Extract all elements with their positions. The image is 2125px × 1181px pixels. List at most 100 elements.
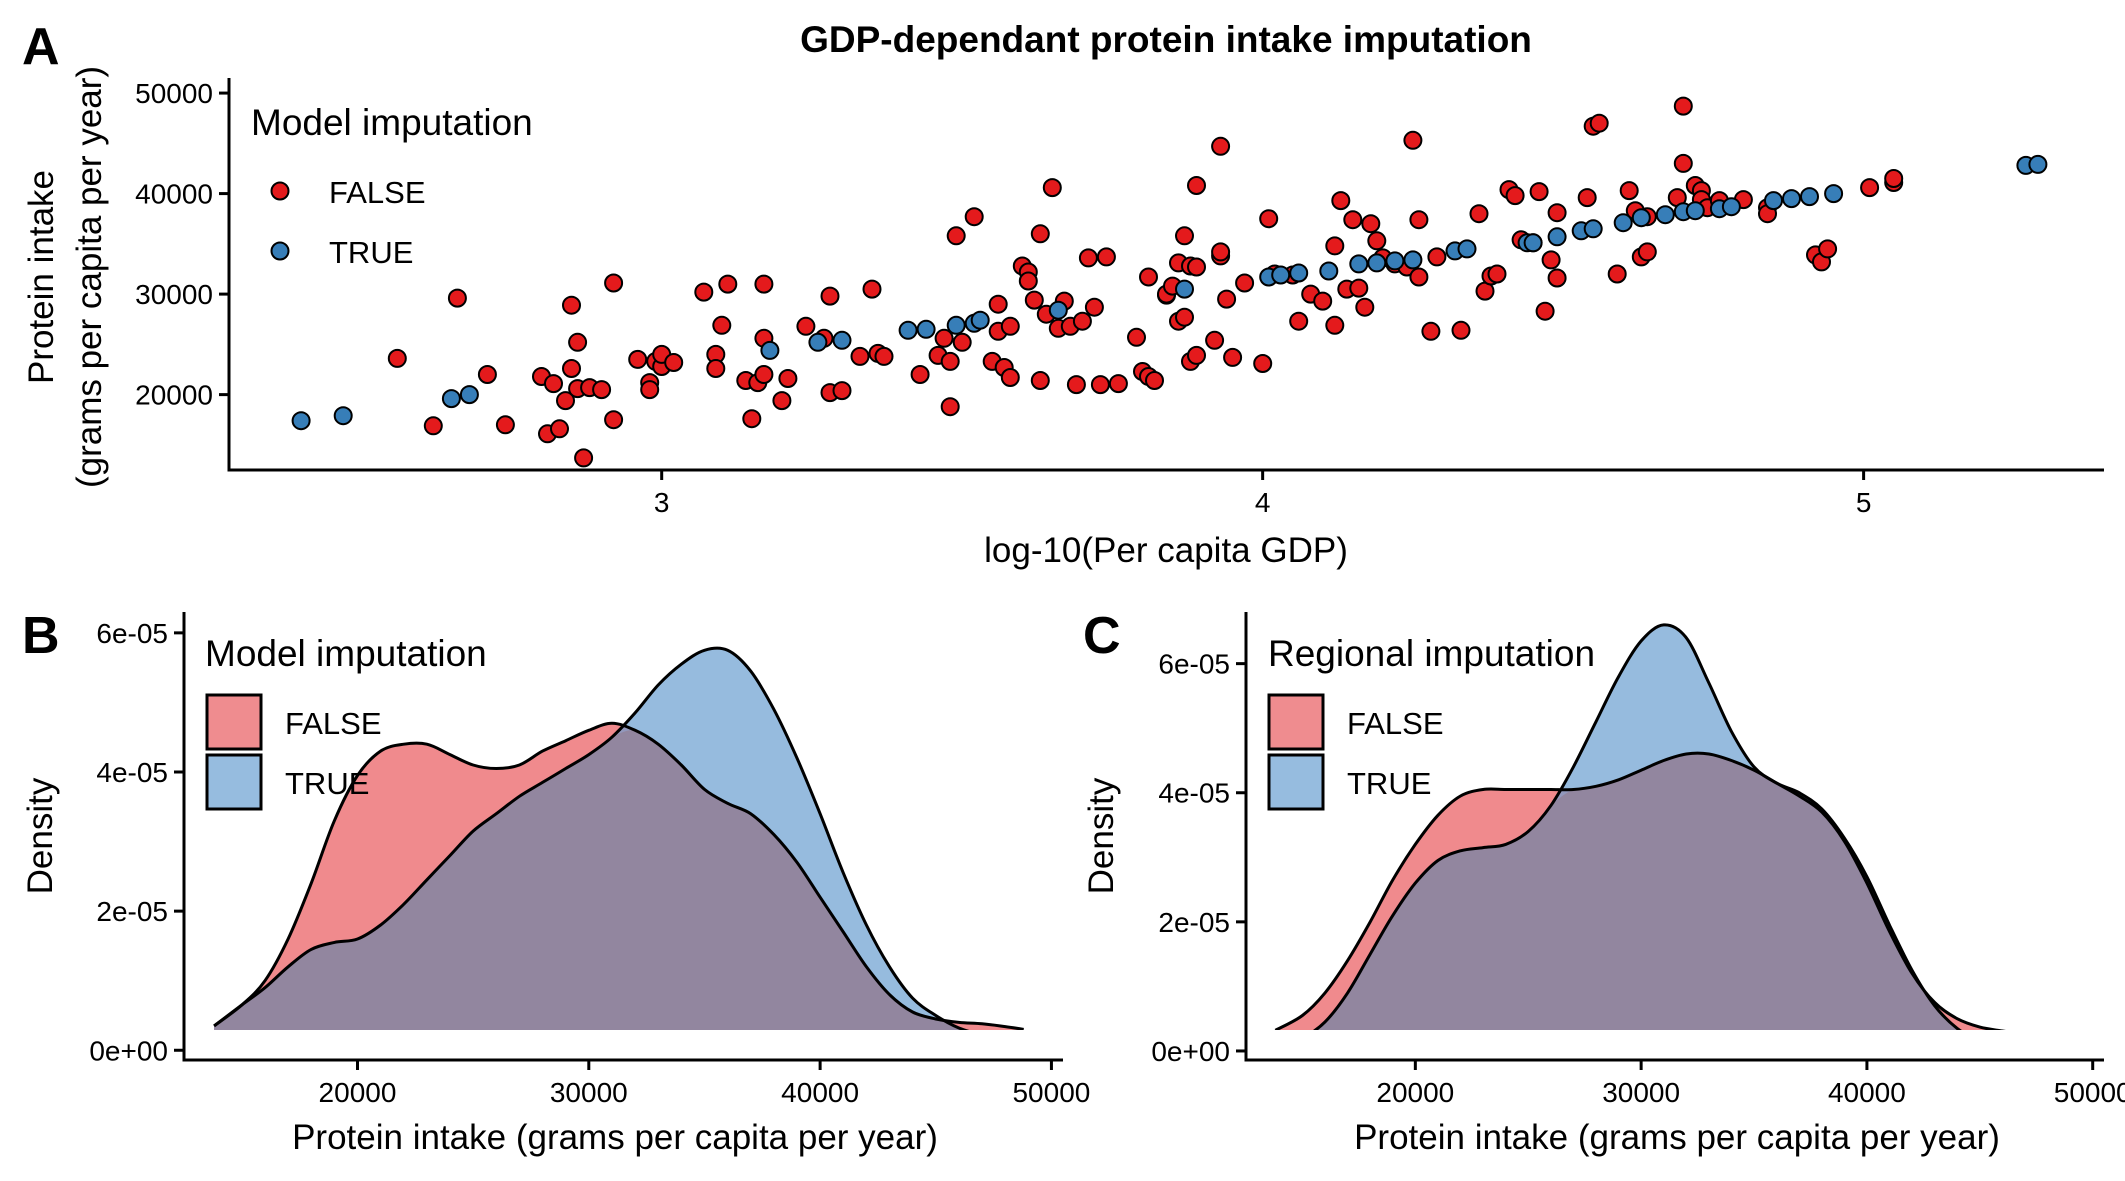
point-false [1078, 248, 1098, 268]
point-false [1589, 113, 1609, 133]
point-false [1289, 311, 1309, 331]
density-overlap-area [1315, 753, 1960, 1030]
legend-title: Model imputation [251, 102, 533, 143]
point-false [1409, 210, 1429, 230]
y-tick-label: 4e-05 [96, 757, 168, 788]
point-false [1403, 130, 1423, 150]
point-false [628, 349, 648, 369]
point-false [874, 346, 894, 366]
point-true [808, 332, 828, 352]
y-axis-ticks: 20000 30000 40000 50000 [135, 78, 229, 411]
density-panel-regional: 0e+00 2e-05 4e-05 6e-05 20000 30000 40000 50000… [1082, 612, 2125, 1157]
point-true [1319, 261, 1339, 281]
point-false [1535, 301, 1555, 321]
point-false [1361, 214, 1381, 234]
point-false [592, 380, 612, 400]
x-axis-label: log-10(Per capita GDP) [984, 531, 1348, 570]
point-false [988, 294, 1008, 314]
point-true [333, 406, 353, 426]
legend-false-label: FALSE [329, 175, 426, 210]
point-false [778, 369, 798, 388]
point-false [1619, 181, 1639, 201]
point-false [820, 286, 840, 306]
point-true [1613, 213, 1633, 233]
point-true [1367, 253, 1387, 273]
x-tick-label: 20000 [1376, 1077, 1454, 1108]
point-false [1000, 316, 1020, 336]
point-false [1187, 176, 1206, 195]
x-axis-label: Protein intake (grams per capita per yea… [1354, 1118, 2000, 1157]
legend-model: Model imputation FALSE TRUE [205, 633, 487, 811]
point-true [1764, 191, 1783, 211]
point-false [1211, 242, 1231, 262]
density-panel-model: 0e+00 2e-05 4e-05 6e-05 20000 30000 40000 50000… [21, 612, 1090, 1157]
point-false [1175, 307, 1194, 327]
point-false [664, 353, 684, 372]
point-false [1211, 136, 1231, 156]
point-false [1325, 315, 1345, 335]
point-false [1451, 320, 1471, 340]
point-false [1090, 375, 1110, 395]
point-false [1577, 188, 1597, 208]
point-false [544, 374, 563, 394]
point-false [1367, 231, 1387, 251]
point-false [964, 207, 984, 227]
point-false [1205, 330, 1225, 350]
x-tick-label: 40000 [1828, 1077, 1906, 1108]
point-false [796, 316, 816, 336]
y-tick-label: 2e-05 [1158, 907, 1230, 938]
point-true [1403, 250, 1423, 270]
point-false [1541, 250, 1561, 270]
legend-true-swatch [205, 753, 263, 811]
point-true [441, 389, 461, 409]
point-false [1505, 186, 1525, 206]
axis-ticks: 0e+00 2e-05 4e-05 6e-05 20000 30000 40000 50000 [89, 618, 1090, 1108]
x-tick-label: 30000 [550, 1077, 628, 1108]
panel-label-b: B [22, 607, 60, 665]
chart-title: GDP-dependant protein intake imputation [800, 19, 1532, 60]
density-true-line [213, 646, 970, 1030]
point-false [910, 365, 930, 384]
point-false [640, 380, 660, 400]
point-false [1325, 236, 1345, 256]
point-false [1673, 96, 1693, 116]
legend-true-label: TRUE [285, 766, 369, 801]
y-tick-label: 4e-05 [1158, 778, 1230, 809]
axis-ticks: 0e+00 2e-05 4e-05 6e-05 20000 30000 40000 50000 [1151, 649, 2125, 1108]
point-true [946, 315, 966, 335]
legend-false-label: FALSE [285, 706, 382, 741]
point-false [562, 295, 581, 315]
point-false [495, 415, 515, 435]
point-true [1523, 233, 1543, 253]
point-true [1583, 219, 1603, 239]
point-true [898, 320, 918, 340]
point-false [1139, 267, 1158, 287]
point-true [1457, 239, 1477, 259]
point-true [1175, 279, 1194, 299]
x-tick-label: 30000 [1602, 1077, 1680, 1108]
scatter-points [291, 96, 2048, 468]
point-false [754, 365, 774, 384]
point-false [742, 409, 762, 429]
point-false [1042, 178, 1062, 198]
point-false [1096, 247, 1116, 267]
point-false [1637, 242, 1657, 262]
panel-label-c: C [1083, 607, 1121, 665]
x-tick-label: 50000 [1012, 1077, 1090, 1108]
point-false [694, 282, 714, 302]
point-false [1066, 375, 1086, 395]
point-false [1818, 239, 1838, 259]
y-axis-label-line-2: (grams per capita per year) [70, 66, 109, 488]
y-tick-label: 0e+00 [89, 1035, 168, 1066]
point-false [940, 397, 960, 417]
x-tick-label: 20000 [319, 1077, 397, 1108]
point-false [1331, 191, 1351, 211]
y-tick-label: 0e+00 [1151, 1036, 1230, 1067]
point-true [1631, 208, 1651, 228]
point-false [1223, 347, 1243, 367]
y-axis-label: Density [1082, 777, 1121, 894]
point-false [718, 274, 738, 294]
point-true [1800, 187, 1819, 207]
point-false [1175, 226, 1194, 246]
